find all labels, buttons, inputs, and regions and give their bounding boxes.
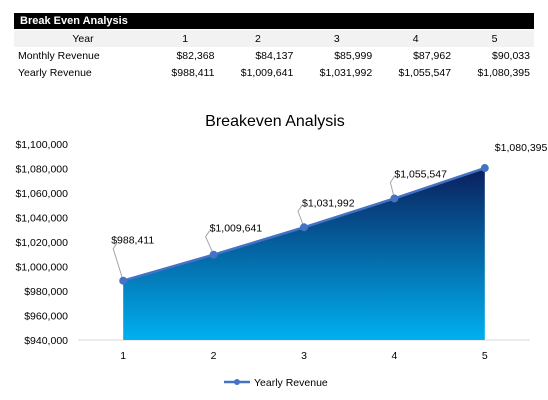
data-label-leader (205, 230, 215, 255)
legend-marker-icon (234, 379, 240, 385)
value-cell[interactable]: $1,031,992 (319, 66, 373, 79)
data-label: $1,055,547 (394, 168, 447, 180)
value-cell[interactable]: $90,033 (492, 49, 530, 62)
chart-svg: Breakeven Analysis $940,000 $960,000 $980,… (15, 113, 548, 389)
year-cell[interactable]: 3 (297, 30, 377, 47)
y-tick-label: $1,100,000 (15, 139, 68, 151)
y-tick-label: $1,000,000 (15, 262, 68, 274)
data-label: $1,031,992 (302, 197, 355, 209)
sheet-title: Break Even Analysis (14, 13, 534, 29)
data-table: Year 1 2 3 4 5 Monthly Revenue $82,368 $… (14, 30, 534, 81)
x-tick-label: 3 (301, 350, 307, 362)
revenue-area (123, 168, 485, 340)
legend-label: Yearly Revenue (254, 377, 328, 389)
year-cell[interactable]: 1 (152, 30, 219, 47)
table-row: Monthly Revenue $82,368 $84,137 $85,999 … (14, 47, 534, 64)
value-cell[interactable]: $1,009,641 (240, 66, 294, 79)
y-tick-label: $960,000 (24, 311, 68, 323)
chart-title: Breakeven Analysis (205, 113, 345, 130)
data-label: $988,411 (111, 235, 154, 247)
table-header-row: Year 1 2 3 4 5 (14, 30, 534, 47)
table-row: Yearly Revenue $988,411 $1,009,641 $1,03… (14, 64, 534, 81)
value-cell[interactable]: $85,999 (334, 49, 373, 62)
year-header-cell[interactable]: Year (14, 30, 152, 47)
x-tick-label: 5 (482, 350, 488, 362)
data-label: $1,080,395 (495, 142, 548, 154)
y-tick-label: $1,060,000 (15, 188, 68, 200)
data-label-leader (389, 176, 395, 199)
x-tick-label: 1 (120, 350, 126, 362)
data-point (300, 223, 308, 232)
row-label-cell[interactable]: Yearly Revenue (18, 66, 92, 79)
data-point (390, 194, 399, 203)
y-tick-label: $1,080,000 (15, 164, 68, 176)
y-tick-label: $1,020,000 (15, 237, 68, 249)
y-tick-label: $980,000 (24, 286, 68, 298)
year-cell[interactable]: 5 (455, 30, 534, 47)
y-tick-label: $940,000 (24, 335, 68, 347)
value-cell[interactable]: $1,080,395 (477, 66, 530, 79)
data-label-leader (297, 205, 305, 228)
data-label-leader (112, 242, 124, 281)
x-tick-label: 4 (391, 350, 397, 362)
breakeven-chart[interactable]: Breakeven Analysis $940,000 $960,000 $980,… (0, 100, 548, 400)
data-point (480, 164, 489, 173)
x-tick-label: 2 (211, 350, 217, 362)
year-cell[interactable]: 2 (218, 30, 298, 47)
data-point (209, 250, 218, 259)
value-cell[interactable]: $82,368 (176, 49, 215, 62)
value-cell[interactable]: $1,055,547 (398, 66, 452, 79)
value-cell[interactable]: $84,137 (255, 49, 294, 62)
data-label: $1,009,641 (210, 223, 263, 235)
year-cell[interactable]: 4 (376, 30, 456, 47)
value-cell[interactable]: $988,411 (171, 66, 215, 79)
row-label-cell[interactable]: Monthly Revenue (18, 49, 100, 62)
y-tick-label: $1,040,000 (15, 213, 68, 225)
data-point (119, 276, 128, 285)
value-cell[interactable]: $87,962 (413, 49, 452, 62)
